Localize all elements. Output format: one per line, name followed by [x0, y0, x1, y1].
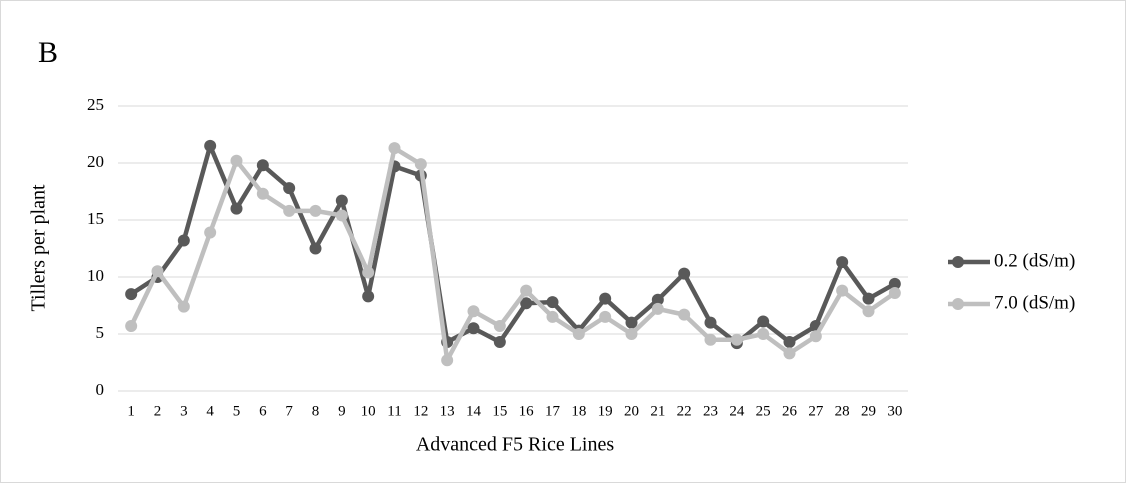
legend-marker [952, 298, 964, 310]
data-point [546, 310, 559, 323]
x-tick-label: 23 [703, 403, 718, 419]
data-point [572, 328, 585, 340]
data-point [651, 302, 664, 315]
data-point [204, 226, 217, 239]
data-point [651, 293, 664, 306]
data-point [335, 209, 348, 222]
data-point [256, 187, 269, 200]
data-point [467, 305, 480, 318]
x-tick-label: 18 [571, 403, 586, 419]
legend-label: 0.2 (dS/m) [994, 250, 1075, 271]
data-point [862, 305, 875, 318]
data-point [335, 194, 348, 207]
x-tick-label: 12 [413, 403, 428, 419]
x-tick-label: 15 [492, 403, 507, 419]
x-tick-label: 20 [624, 403, 639, 419]
data-point [177, 300, 190, 313]
data-point [467, 322, 480, 335]
x-tick-label: 16 [519, 403, 535, 419]
x-axis-label: Advanced F5 Rice Lines [416, 434, 614, 456]
data-point [704, 316, 717, 329]
x-tick-label: 3 [180, 403, 188, 419]
data-point [836, 256, 849, 269]
data-point [204, 139, 217, 152]
data-point [283, 182, 296, 195]
data-point [678, 308, 691, 321]
x-tick-label: 6 [259, 403, 267, 419]
x-tick-label: 27 [808, 403, 824, 419]
x-tick-label: 26 [782, 403, 798, 419]
data-point [230, 202, 243, 215]
data-point [256, 159, 269, 172]
data-point [783, 335, 796, 348]
x-tick-label: 13 [440, 403, 455, 419]
legend-marker [952, 256, 964, 268]
x-tick-label: 25 [756, 403, 771, 419]
data-point [520, 284, 533, 297]
data-point [862, 292, 875, 305]
x-tick-label: 5 [233, 403, 241, 419]
data-point [177, 234, 190, 247]
data-point [836, 284, 849, 297]
y-tick-label: 15 [87, 209, 104, 228]
x-tick-label: 1 [127, 403, 135, 419]
data-point [625, 316, 638, 329]
data-point [309, 204, 322, 217]
legend-label: 7.0 (dS/m) [994, 292, 1075, 313]
data-point [230, 154, 243, 167]
data-point [151, 265, 164, 278]
x-tick-label: 10 [361, 403, 376, 419]
y-tick-label: 20 [87, 152, 104, 171]
y-tick-label: 0 [96, 380, 105, 399]
y-axis-label: Tillers per plant [28, 184, 50, 311]
data-point [493, 335, 506, 348]
x-tick-label: 30 [887, 403, 902, 419]
x-tick-label: 2 [154, 403, 162, 419]
x-tick-label: 11 [387, 403, 401, 419]
data-point [125, 288, 138, 301]
x-tick-label: 7 [285, 403, 293, 419]
data-point [599, 292, 612, 305]
x-tick-label: 28 [835, 403, 850, 419]
y-tick-label: 25 [87, 95, 104, 114]
data-point [388, 142, 401, 155]
data-point [125, 320, 138, 333]
data-point [888, 277, 901, 290]
x-tick-label: 29 [861, 403, 876, 419]
data-point [546, 296, 559, 309]
data-point [678, 267, 691, 280]
data-point [783, 347, 796, 360]
x-tick-label: 8 [312, 403, 320, 419]
data-point [283, 204, 296, 217]
data-point [493, 320, 506, 333]
data-point [809, 330, 822, 343]
data-point [414, 158, 427, 171]
x-tick-label: 9 [338, 403, 346, 419]
data-point [888, 286, 901, 299]
x-tick-label: 24 [729, 403, 745, 419]
x-tick-label: 4 [206, 403, 214, 419]
chart-title: B [38, 36, 58, 69]
data-point [599, 310, 612, 323]
data-point [309, 242, 322, 255]
data-point [625, 328, 638, 340]
data-point [757, 328, 770, 340]
x-tick-label: 21 [650, 403, 665, 419]
data-point [520, 297, 533, 310]
x-tick-label: 14 [466, 403, 482, 419]
data-point [362, 290, 375, 303]
data-point [730, 333, 743, 346]
data-point [704, 333, 717, 346]
y-tick-label: 5 [96, 323, 105, 342]
y-tick-label: 10 [87, 266, 104, 285]
data-point [441, 354, 454, 367]
x-tick-label: 19 [598, 403, 613, 419]
data-point [362, 266, 375, 279]
x-tick-label: 17 [545, 403, 561, 419]
data-point [757, 315, 770, 328]
x-tick-label: 22 [677, 403, 692, 419]
